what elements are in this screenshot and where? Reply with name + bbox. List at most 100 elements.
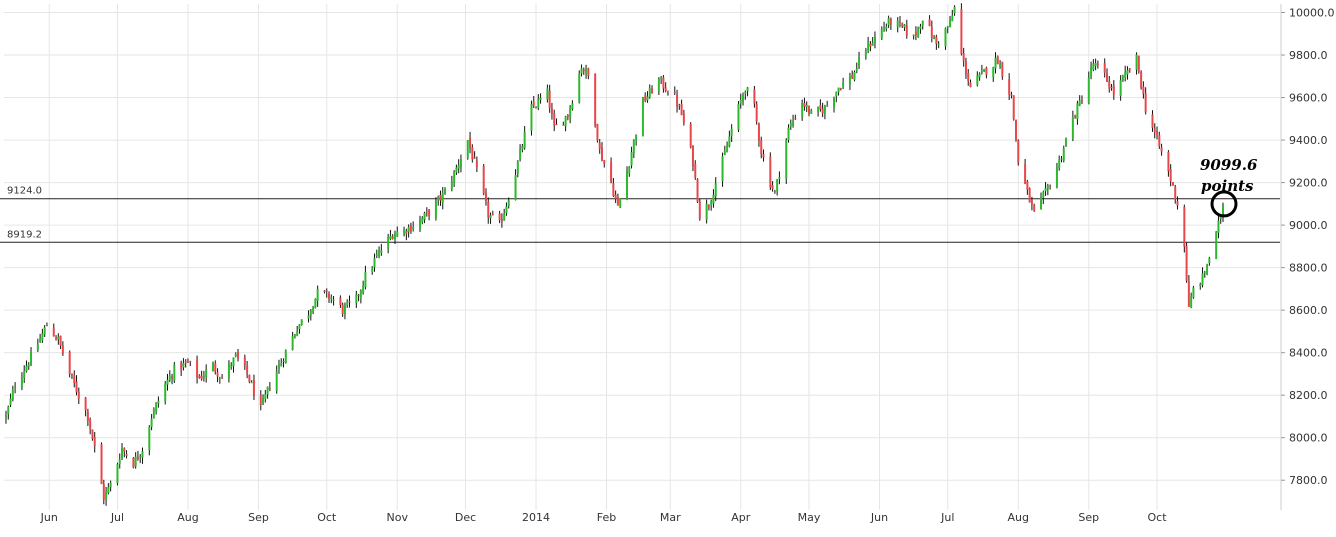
candle-body-up xyxy=(728,136,731,147)
candle-body-up xyxy=(1206,264,1209,275)
candle-body-up xyxy=(1071,116,1074,139)
candle-body-up xyxy=(1058,159,1061,169)
candle-body-up xyxy=(714,183,717,197)
candle-body-up xyxy=(403,229,406,235)
candle-body-up xyxy=(535,106,538,108)
candle-body-up xyxy=(118,459,121,465)
candle-body-down xyxy=(696,179,699,202)
candle-body-up xyxy=(516,160,519,174)
candle-body-up xyxy=(503,213,506,221)
candle-body-up xyxy=(730,128,733,137)
annotation: 9099.6 points xyxy=(1200,156,1258,218)
candle-body-down xyxy=(252,379,255,397)
candle-body-down xyxy=(171,376,174,379)
candle-body-down xyxy=(819,105,822,109)
candle-body-down xyxy=(86,411,89,421)
candle-body-down xyxy=(1024,164,1027,184)
candle-body-down xyxy=(598,142,601,149)
candle-body-down xyxy=(616,196,619,206)
candle-body-up xyxy=(1055,167,1058,188)
candle-body-down xyxy=(967,73,970,81)
candle-body-down xyxy=(596,123,599,141)
candle-body-down xyxy=(1156,131,1159,135)
candle-body-up xyxy=(873,36,876,43)
candle-body-up xyxy=(412,227,415,230)
candle-body-up xyxy=(205,369,208,378)
candle-body-down xyxy=(753,89,756,104)
candle-body-down xyxy=(75,381,78,393)
candle-body-down xyxy=(1176,201,1179,206)
candle-body-up xyxy=(116,464,119,484)
y-tick-label: 8000.0 xyxy=(1289,432,1328,445)
candle-body-up xyxy=(373,258,376,268)
x-tick-label: Aug xyxy=(177,511,198,524)
candle-body-down xyxy=(425,211,428,213)
candle-body-down xyxy=(1144,93,1147,113)
candle-body-down xyxy=(1128,68,1131,71)
candle-body-down xyxy=(132,457,135,468)
candle-body-up xyxy=(710,201,713,206)
candle-body-up xyxy=(364,271,367,287)
candle-body-up xyxy=(953,6,956,14)
candle-body-down xyxy=(246,365,249,374)
x-tick-label: 2014 xyxy=(522,511,550,524)
candle-body-up xyxy=(298,324,301,330)
candle-body-up xyxy=(316,288,319,301)
candle-body-up xyxy=(678,105,681,107)
candle-body-up xyxy=(641,97,644,137)
candle-body-up xyxy=(619,198,622,208)
candle-body-down xyxy=(221,377,224,379)
candle-body-up xyxy=(105,491,108,500)
candle-body-up xyxy=(903,24,906,28)
candle-body-up xyxy=(864,50,867,57)
candle-body-up xyxy=(489,215,492,219)
candle-body-up xyxy=(1110,87,1113,89)
candle-body-down xyxy=(91,429,94,439)
candle-body-up xyxy=(1126,70,1129,75)
reference-line-label: 8919.2 xyxy=(7,229,42,240)
candle-body-up xyxy=(648,87,651,98)
candle-body-down xyxy=(180,362,183,370)
candle-body-down xyxy=(969,82,972,88)
candle-body-up xyxy=(949,19,952,28)
y-tick-label: 8400.0 xyxy=(1289,347,1328,360)
candle-body-up xyxy=(514,175,517,201)
candle-body-down xyxy=(1151,114,1154,128)
candle-body-up xyxy=(407,227,410,232)
candle-body-down xyxy=(914,32,917,36)
candle-body-down xyxy=(935,36,938,44)
candle-body-down xyxy=(566,114,569,117)
candle-body-down xyxy=(73,375,76,383)
candle-body-up xyxy=(858,57,861,67)
candle-body-down xyxy=(1160,147,1163,152)
candle-body-down xyxy=(500,219,503,222)
y-tick-label: 9800.0 xyxy=(1289,49,1328,62)
candle-body-up xyxy=(455,167,458,173)
candle-body-up xyxy=(173,364,176,381)
candle-body-up xyxy=(805,105,808,108)
candle-body-up xyxy=(1219,216,1222,220)
candle-body-up xyxy=(980,70,983,73)
candle-body-up xyxy=(785,140,788,179)
candle-body-up xyxy=(853,71,856,80)
candle-body-up xyxy=(867,41,870,51)
candle-body-down xyxy=(1030,200,1033,205)
candle-body-up xyxy=(1062,148,1065,161)
candle-body-down xyxy=(1169,169,1172,182)
candle-body-up xyxy=(921,20,924,26)
candle-body-down xyxy=(484,192,487,202)
candle-body-up xyxy=(835,91,838,97)
candle-body-up xyxy=(346,301,349,306)
candle-body-up xyxy=(1094,63,1097,67)
candle-body-up xyxy=(450,181,453,190)
candle-body-up xyxy=(626,170,629,200)
candle-body-up xyxy=(744,91,747,94)
candle-body-up xyxy=(284,350,287,364)
candle-body-up xyxy=(457,165,460,169)
candle-body-down xyxy=(1014,120,1017,141)
candle-body-down xyxy=(59,335,62,346)
candle-body-down xyxy=(1096,63,1099,65)
candle-body-down xyxy=(482,166,485,194)
candle-body-down xyxy=(100,444,103,485)
